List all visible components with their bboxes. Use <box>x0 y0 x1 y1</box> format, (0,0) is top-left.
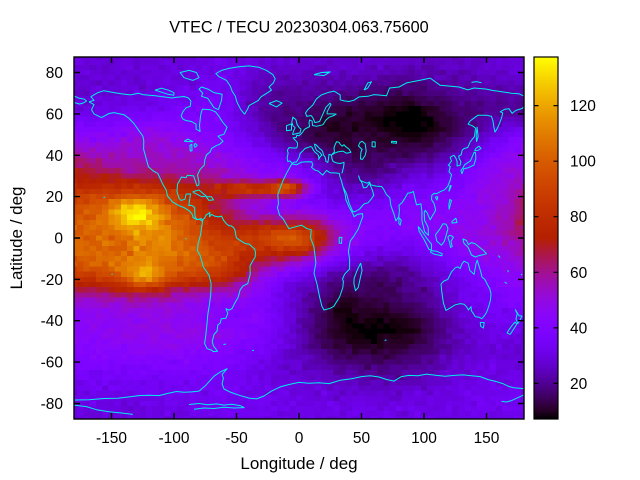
svg-text:-150: -150 <box>96 430 127 447</box>
svg-text:-50: -50 <box>225 430 248 447</box>
svg-text:-100: -100 <box>158 430 189 447</box>
svg-text:Longitude / deg: Longitude / deg <box>240 454 357 473</box>
svg-text:20: 20 <box>46 189 64 206</box>
svg-text:80: 80 <box>46 65 64 82</box>
svg-text:60: 60 <box>570 265 588 282</box>
svg-text:100: 100 <box>411 430 437 447</box>
svg-text:-20: -20 <box>41 272 64 289</box>
svg-text:60: 60 <box>46 106 64 123</box>
svg-text:-60: -60 <box>41 355 64 372</box>
svg-text:-80: -80 <box>41 396 64 413</box>
svg-text:150: 150 <box>474 430 500 447</box>
svg-text:100: 100 <box>570 154 596 171</box>
svg-text:0: 0 <box>54 231 63 248</box>
svg-text:20: 20 <box>570 376 588 393</box>
svg-text:40: 40 <box>570 320 588 337</box>
svg-text:50: 50 <box>353 430 371 447</box>
svg-text:0: 0 <box>295 430 304 447</box>
svg-text:-40: -40 <box>41 313 64 330</box>
svg-text:120: 120 <box>570 98 596 115</box>
svg-text:Latitude / deg: Latitude / deg <box>7 186 26 289</box>
svg-text:VTEC / TECU 20230304.063.75600: VTEC / TECU 20230304.063.75600 <box>169 19 428 37</box>
svg-text:40: 40 <box>46 148 64 165</box>
svg-text:80: 80 <box>570 209 588 226</box>
